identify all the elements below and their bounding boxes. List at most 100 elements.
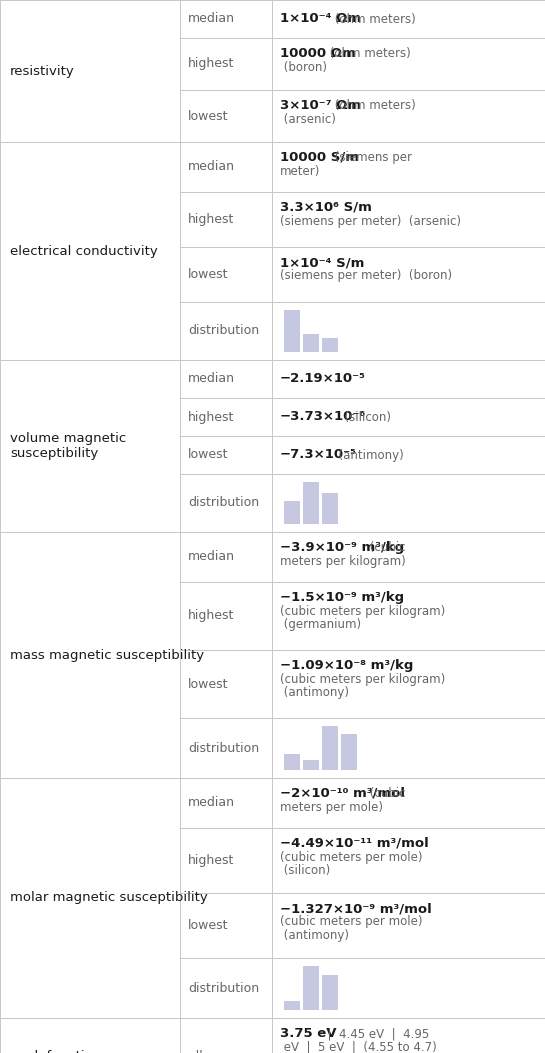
Text: 10000 S/m: 10000 S/m: [280, 151, 359, 164]
Bar: [272, 958, 545, 1018]
Bar: [180, 398, 272, 436]
Text: 3.75 eV: 3.75 eV: [280, 1027, 336, 1040]
Bar: [272, 142, 545, 192]
Bar: [272, 582, 545, 650]
Text: meter): meter): [280, 164, 320, 178]
Bar: [180, 474, 272, 532]
Text: −2.19×10⁻⁵: −2.19×10⁻⁵: [280, 373, 366, 385]
Bar: [284, 310, 300, 352]
Bar: [272, 302, 545, 360]
Bar: [180, 650, 272, 718]
Text: −3.9×10⁻⁹ m³/kg: −3.9×10⁻⁹ m³/kg: [280, 541, 404, 554]
Bar: [180, 532, 272, 582]
Bar: [322, 975, 338, 1010]
Bar: [303, 966, 319, 1010]
Bar: [341, 734, 357, 770]
Bar: [180, 0, 272, 38]
Text: (siemens per: (siemens per: [331, 151, 413, 164]
Text: (cubic: (cubic: [366, 787, 405, 800]
Text: (ohm meters): (ohm meters): [331, 99, 416, 112]
Bar: [180, 893, 272, 958]
Text: highest: highest: [188, 411, 234, 423]
Text: (germanium): (germanium): [280, 618, 361, 631]
Text: molar magnetic susceptibility: molar magnetic susceptibility: [10, 892, 208, 905]
Bar: [272, 718, 545, 778]
Text: (cubic meters per mole): (cubic meters per mole): [280, 915, 422, 929]
Bar: [272, 360, 545, 398]
Bar: [180, 958, 272, 1018]
Text: 3.3×10⁶ S/m: 3.3×10⁶ S/m: [280, 201, 372, 214]
Bar: [180, 828, 272, 893]
Bar: [272, 192, 545, 247]
Bar: [180, 360, 272, 398]
Text: meters per mole): meters per mole): [280, 800, 383, 814]
Bar: [272, 436, 545, 474]
Text: −3.73×10⁻⁶: −3.73×10⁻⁶: [280, 411, 366, 423]
Text: lowest: lowest: [188, 269, 228, 281]
Text: 10000 Ωm: 10000 Ωm: [280, 47, 356, 60]
Bar: [180, 142, 272, 192]
Text: highest: highest: [188, 58, 234, 71]
Bar: [303, 760, 319, 770]
Text: median: median: [188, 13, 235, 25]
Text: mass magnetic susceptibility: mass magnetic susceptibility: [10, 649, 204, 661]
Text: (antimony): (antimony): [280, 686, 349, 699]
Text: (cubic meters per mole): (cubic meters per mole): [280, 851, 422, 863]
Text: −7.3×10⁻⁵: −7.3×10⁻⁵: [280, 449, 357, 461]
Text: median: median: [188, 373, 235, 385]
Bar: [180, 582, 272, 650]
Bar: [272, 474, 545, 532]
Bar: [272, 1018, 545, 1053]
Text: all: all: [188, 1051, 203, 1053]
Text: (cubic meters per kilogram): (cubic meters per kilogram): [280, 604, 445, 617]
Bar: [180, 247, 272, 302]
Bar: [272, 828, 545, 893]
Text: (siemens per meter)  (boron): (siemens per meter) (boron): [280, 270, 452, 282]
Text: (silicon): (silicon): [280, 865, 330, 877]
Text: (antimony): (antimony): [280, 929, 349, 942]
Text: (cubic meters per kilogram): (cubic meters per kilogram): [280, 673, 445, 686]
Text: distribution: distribution: [188, 497, 259, 510]
Text: −2×10⁻¹⁰ m³/mol: −2×10⁻¹⁰ m³/mol: [280, 787, 405, 800]
Bar: [322, 494, 338, 524]
Text: (antimony): (antimony): [331, 449, 404, 461]
Text: median: median: [188, 796, 235, 810]
Text: −4.49×10⁻¹¹ m³/mol: −4.49×10⁻¹¹ m³/mol: [280, 837, 429, 850]
Text: highest: highest: [188, 213, 234, 226]
Text: volume magnetic
susceptibility: volume magnetic susceptibility: [10, 432, 126, 460]
Text: 1×10⁻⁴ S/m: 1×10⁻⁴ S/m: [280, 256, 365, 269]
Bar: [272, 38, 545, 90]
Bar: [272, 532, 545, 582]
Bar: [272, 0, 545, 38]
Text: distribution: distribution: [188, 324, 259, 338]
Bar: [180, 302, 272, 360]
Bar: [272, 778, 545, 828]
Bar: [180, 778, 272, 828]
Text: −1.09×10⁻⁸ m³/kg: −1.09×10⁻⁸ m³/kg: [280, 659, 413, 672]
Text: electrical conductivity: electrical conductivity: [10, 244, 158, 258]
Bar: [272, 247, 545, 302]
Text: distribution: distribution: [188, 981, 259, 994]
Text: (ohm meters): (ohm meters): [325, 47, 410, 60]
Bar: [0, 142, 180, 360]
Text: lowest: lowest: [188, 919, 228, 932]
Text: 1×10⁻⁴ Ωm: 1×10⁻⁴ Ωm: [280, 13, 361, 25]
Text: (cubic: (cubic: [366, 541, 405, 554]
Text: (boron): (boron): [280, 60, 327, 74]
Bar: [284, 754, 300, 770]
Bar: [180, 436, 272, 474]
Bar: [180, 718, 272, 778]
Bar: [322, 338, 338, 352]
Text: (silicon): (silicon): [337, 411, 391, 423]
Bar: [0, 532, 180, 778]
Bar: [284, 501, 300, 524]
Bar: [303, 334, 319, 352]
Text: −1.5×10⁻⁹ m³/kg: −1.5×10⁻⁹ m³/kg: [280, 591, 404, 604]
Text: work function: work function: [10, 1051, 101, 1053]
Bar: [284, 1001, 300, 1010]
Text: lowest: lowest: [188, 110, 228, 122]
Bar: [180, 38, 272, 90]
Text: meters per kilogram): meters per kilogram): [280, 555, 405, 568]
Bar: [272, 398, 545, 436]
Text: distribution: distribution: [188, 741, 259, 755]
